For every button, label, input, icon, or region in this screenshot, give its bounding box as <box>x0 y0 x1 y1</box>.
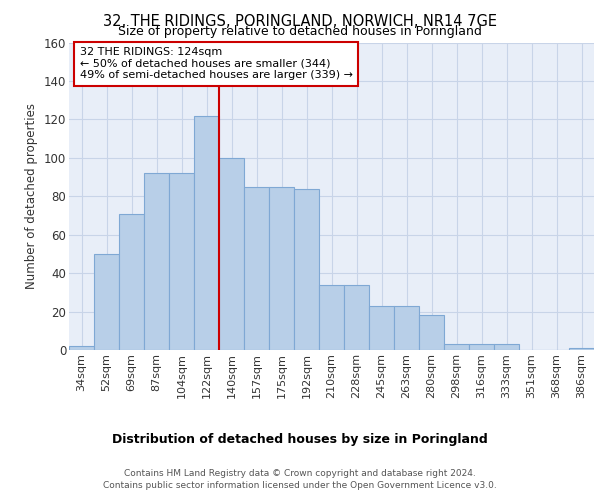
Bar <box>344 284 369 350</box>
Bar <box>444 344 469 350</box>
Text: 32 THE RIDINGS: 124sqm
← 50% of detached houses are smaller (344)
49% of semi-de: 32 THE RIDINGS: 124sqm ← 50% of detached… <box>79 47 353 80</box>
Bar <box>69 346 94 350</box>
Bar <box>144 173 169 350</box>
Bar <box>569 348 594 350</box>
Bar <box>94 254 119 350</box>
Bar <box>244 186 269 350</box>
Text: Size of property relative to detached houses in Poringland: Size of property relative to detached ho… <box>118 25 482 38</box>
Bar <box>494 344 519 350</box>
Bar <box>419 316 444 350</box>
Text: Contains public sector information licensed under the Open Government Licence v3: Contains public sector information licen… <box>103 481 497 490</box>
Bar <box>369 306 394 350</box>
Bar <box>269 186 294 350</box>
Bar <box>194 116 219 350</box>
Text: Distribution of detached houses by size in Poringland: Distribution of detached houses by size … <box>112 432 488 446</box>
Text: 32, THE RIDINGS, PORINGLAND, NORWICH, NR14 7GE: 32, THE RIDINGS, PORINGLAND, NORWICH, NR… <box>103 14 497 29</box>
Bar <box>169 173 194 350</box>
Bar <box>119 214 144 350</box>
Bar <box>294 188 319 350</box>
Bar <box>394 306 419 350</box>
Bar <box>469 344 494 350</box>
Bar <box>219 158 244 350</box>
Bar <box>319 284 344 350</box>
Text: Contains HM Land Registry data © Crown copyright and database right 2024.: Contains HM Land Registry data © Crown c… <box>124 469 476 478</box>
Y-axis label: Number of detached properties: Number of detached properties <box>25 104 38 289</box>
